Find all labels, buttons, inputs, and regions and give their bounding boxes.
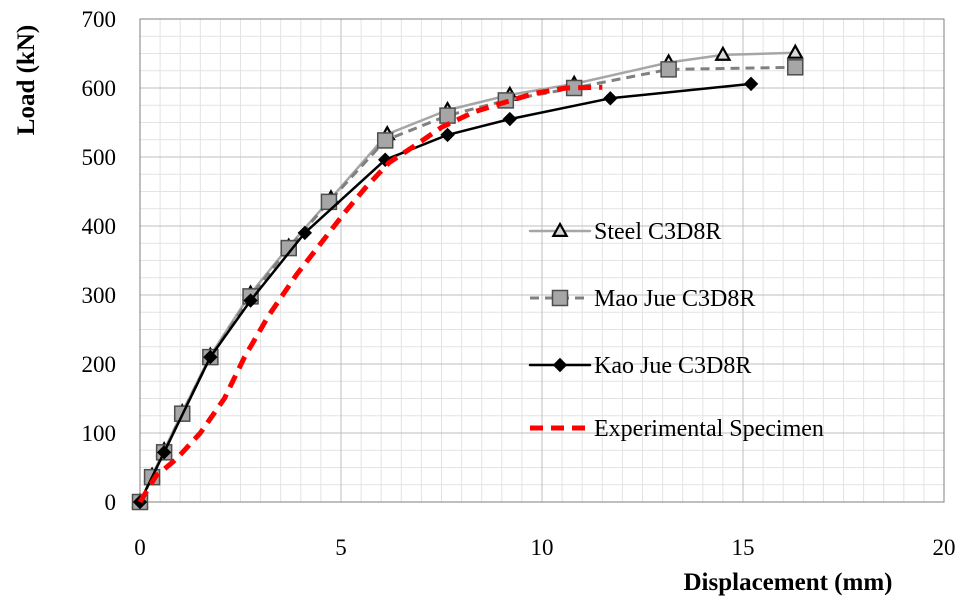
data-point-marker	[603, 91, 618, 106]
legend-label: Experimental Specimen	[594, 416, 824, 442]
x-axis-title: Displacement (mm)	[684, 569, 893, 596]
data-point-marker	[502, 111, 518, 127]
data-point-marker	[203, 349, 218, 365]
legend: Steel C3D8R Mao Jue C3D8R Kao Jue C3D8R Exp…	[528, 219, 824, 442]
data-point-marker	[743, 76, 759, 92]
data-point-marker	[439, 107, 456, 124]
y-tick-label: 300	[82, 283, 117, 308]
data-point-marker	[714, 45, 732, 61]
series-line	[138, 82, 753, 504]
x-tick-label: 20	[933, 535, 956, 560]
legend-item: Experimental Specimen	[530, 416, 824, 442]
y-tick-label: 500	[82, 145, 117, 170]
y-axis-tick-labels: 0 100 200 300 400 500 600 700	[82, 7, 117, 515]
data-point-marker	[297, 225, 313, 241]
x-tick-label: 10	[531, 535, 554, 560]
data-point-marker	[786, 43, 804, 59]
data-point-marker	[660, 61, 677, 78]
series-layer	[131, 43, 804, 511]
y-tick-label: 100	[82, 421, 117, 446]
legend-item: Steel C3D8R	[528, 219, 721, 245]
series-line	[137, 84, 603, 504]
series-mao-jue-c3d8r	[131, 59, 804, 511]
legend-marker-swatch	[551, 289, 569, 307]
x-axis-tick-labels: 0 5 10 15 20	[134, 535, 955, 560]
data-point-marker	[280, 239, 297, 257]
y-tick-label: 400	[82, 214, 117, 239]
legend-marker-swatch	[552, 357, 568, 373]
y-tick-label: 0	[105, 490, 117, 515]
legend-item: Mao Jue C3D8R	[530, 286, 755, 312]
plot-area-frame	[139, 18, 945, 503]
legend-label: Steel C3D8R	[594, 219, 721, 245]
y-axis-title: Load (kN)	[13, 25, 40, 135]
y-tick-label: 600	[82, 76, 117, 101]
series-kao-jue-c3d8r	[132, 76, 759, 510]
x-tick-label: 0	[134, 535, 146, 560]
legend-label: Mao Jue C3D8R	[594, 286, 755, 312]
data-point-marker	[376, 132, 394, 149]
y-tick-label: 700	[82, 7, 117, 32]
legend-item: Kao Jue C3D8R	[528, 353, 751, 379]
legend-marker-swatch	[551, 221, 569, 237]
data-point-marker	[440, 127, 455, 143]
x-tick-label: 5	[335, 535, 347, 560]
data-point-marker	[156, 445, 172, 460]
data-point-marker	[787, 59, 804, 76]
x-tick-label: 15	[732, 535, 755, 560]
legend-label: Kao Jue C3D8R	[594, 353, 751, 379]
series-experimental-specimen	[137, 84, 603, 504]
data-point-marker	[243, 293, 258, 308]
y-tick-label: 200	[82, 352, 117, 377]
